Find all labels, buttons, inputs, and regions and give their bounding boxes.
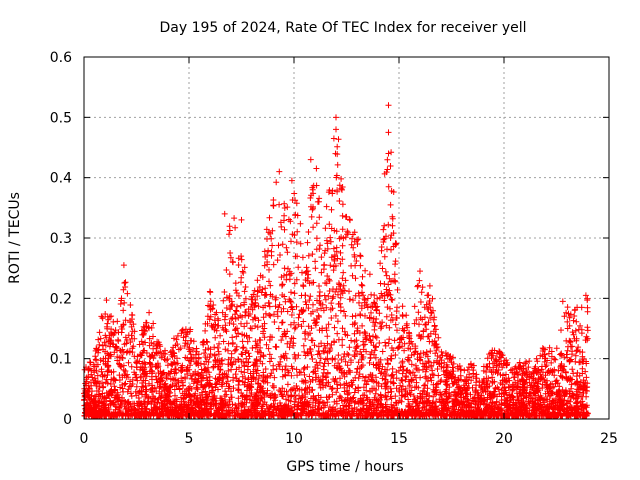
peak-point-6: [333, 114, 339, 121]
peak-point-16: [559, 298, 566, 305]
x-tick-label-4: 20: [495, 431, 513, 447]
peak-point-4: [288, 177, 295, 184]
peak-marker-18: [578, 304, 585, 311]
peak-point-7: [333, 126, 339, 133]
peak-point-9: [343, 213, 350, 220]
peak-point-1: [221, 210, 228, 217]
peak-marker-9: [343, 213, 350, 220]
points-layer: [81, 102, 591, 419]
grid-layer: [84, 57, 609, 419]
peak-point-3: [276, 168, 283, 175]
peak-point-2: [238, 216, 245, 223]
x-tick-label-1: 5: [185, 431, 194, 447]
peak-point-10: [385, 102, 392, 109]
y-tick-label-4: 0.4: [50, 171, 72, 187]
x-axis-label: GPS time / hours: [286, 459, 403, 475]
y-tick-label-3: 0.3: [50, 231, 72, 247]
peak-marker-7: [333, 126, 339, 133]
peak-marker-13: [387, 201, 394, 208]
peak-point-5: [307, 156, 314, 163]
ticks-layer: 0 5 10 15 20 25 0 0.1 0.2 0.3 0.4 0.5 0.6: [50, 50, 618, 447]
peak-marker-12: [385, 150, 392, 157]
peak-point-18: [578, 304, 585, 311]
peak-marker-8: [330, 135, 337, 142]
x-tick-label-3: 15: [390, 431, 408, 447]
peak-marker-14: [387, 235, 394, 241]
peak-point-12: [385, 150, 392, 157]
peak-marker-3: [276, 168, 283, 175]
x-tick-label-0: 0: [80, 431, 89, 447]
peak-point-11: [385, 129, 392, 136]
y-tick-label-5: 0.5: [50, 110, 72, 126]
x-tick-label-2: 10: [285, 431, 303, 447]
peak-point-14: [387, 235, 394, 241]
chart-title: Day 195 of 2024, Rate Of TEC Index for r…: [159, 20, 526, 36]
peak-point-15: [417, 268, 423, 275]
peak-marker-1: [221, 210, 228, 217]
peak-marker-17: [582, 292, 589, 299]
peak-point-13: [387, 201, 394, 208]
peak-marker-16: [559, 298, 566, 305]
y-tick-label-1: 0.1: [50, 352, 72, 368]
scatter-points: [81, 136, 591, 419]
peak-point-0: [120, 262, 127, 269]
y-tick-label-6: 0.6: [50, 50, 72, 66]
peak-marker-11: [385, 129, 392, 136]
y-tick-label-2: 0.2: [50, 291, 72, 307]
peak-marker-5: [307, 156, 314, 163]
peak-point-17: [582, 292, 589, 299]
y-tick-label-0: 0: [63, 412, 72, 428]
y-axis-label: ROTI / TECUs: [7, 192, 23, 284]
peak-marker-15: [417, 268, 423, 275]
peak-marker-4: [288, 177, 295, 184]
peak-point-8: [330, 135, 337, 142]
x-tick-label-5: 25: [600, 431, 618, 447]
peak-marker-2: [238, 216, 245, 223]
peak-marker-10: [385, 102, 392, 109]
peak-marker-6: [333, 114, 339, 121]
peak-marker-0: [120, 262, 127, 269]
